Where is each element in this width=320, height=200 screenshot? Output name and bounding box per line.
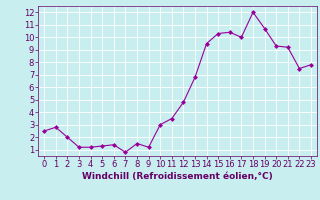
- X-axis label: Windchill (Refroidissement éolien,°C): Windchill (Refroidissement éolien,°C): [82, 172, 273, 181]
